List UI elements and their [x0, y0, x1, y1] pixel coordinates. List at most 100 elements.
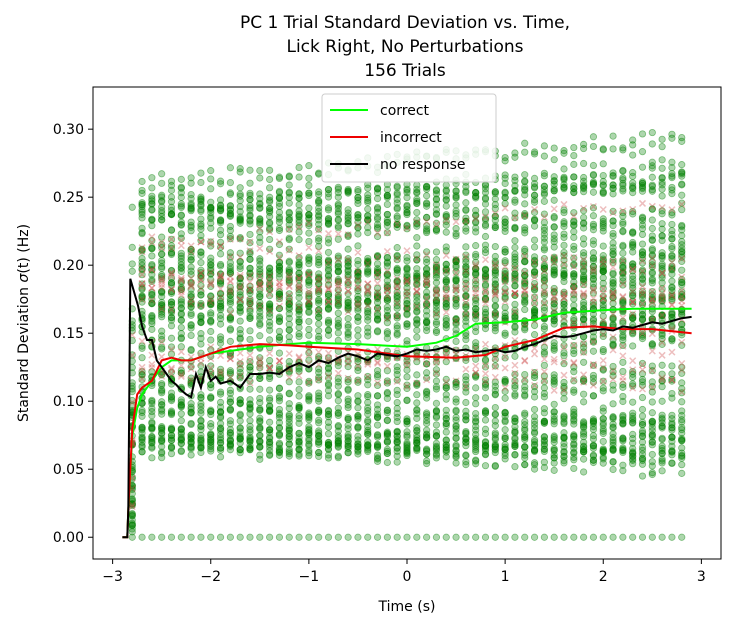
- trial-point-correct: [521, 224, 529, 232]
- trial-point-correct: [364, 381, 372, 389]
- trial-point-correct: [580, 358, 588, 366]
- trial-point-correct: [589, 423, 598, 431]
- trial-point-correct: [187, 227, 195, 235]
- trial-point-correct: [315, 432, 323, 440]
- trial-point-correct: [501, 331, 509, 339]
- trial-point-correct: [148, 317, 156, 325]
- trial-point-correct: [403, 448, 411, 457]
- trial-point-correct: [668, 230, 676, 239]
- trial-point-correct: [275, 224, 284, 232]
- trial-point-correct: [177, 335, 185, 343]
- trial-point-correct: [207, 533, 215, 541]
- trial-point-correct: [354, 326, 362, 334]
- trial-point-correct: [315, 190, 323, 199]
- trial-point-correct: [177, 175, 185, 183]
- trial-point-incorrect: [599, 356, 607, 365]
- trial-point-correct: [266, 372, 274, 381]
- trial-point-correct: [324, 239, 333, 247]
- trial-point-correct: [393, 282, 401, 290]
- trial-point-correct: [344, 386, 352, 394]
- trial-point-correct: [324, 365, 333, 373]
- trial-point-correct: [266, 204, 274, 212]
- trial-point-correct: [354, 423, 362, 431]
- trial-point-correct: [668, 370, 676, 378]
- trial-point-correct: [364, 533, 372, 541]
- trial-point-correct: [668, 377, 676, 385]
- trial-point-correct: [158, 193, 166, 201]
- trial-point-correct: [501, 394, 509, 402]
- trial-point-correct: [521, 326, 529, 334]
- trial-point-correct: [629, 260, 637, 268]
- trial-point-correct: [423, 269, 431, 278]
- trial-point-correct: [393, 199, 401, 207]
- trial-point-correct: [256, 374, 264, 383]
- trial-point-correct: [334, 183, 342, 191]
- trial-point-correct: [560, 434, 568, 442]
- trial-point-correct: [629, 314, 637, 323]
- trial-point-correct: [373, 405, 382, 414]
- trial-point-correct: [589, 451, 598, 459]
- trial-point-correct: [148, 244, 156, 252]
- trial-point-correct: [275, 384, 284, 393]
- trial-point-correct: [472, 258, 480, 266]
- trial-point-correct: [452, 413, 460, 421]
- trial-point-correct: [550, 408, 558, 416]
- trial-point-correct: [609, 229, 617, 238]
- trial-point-correct: [393, 452, 401, 460]
- trial-point-incorrect: [521, 356, 529, 364]
- trial-point-correct: [491, 309, 499, 317]
- trial-point-correct: [344, 533, 352, 541]
- trial-point-correct: [354, 313, 362, 321]
- trial-point-correct: [442, 384, 450, 392]
- trial-point-correct: [511, 272, 519, 280]
- trial-point-correct: [511, 441, 519, 449]
- trial-point-correct: [442, 320, 450, 328]
- trial-point-correct: [167, 226, 176, 234]
- trial-point-correct: [501, 354, 509, 362]
- trial-point-correct: [472, 384, 480, 392]
- trial-point-correct: [403, 185, 411, 193]
- trial-point-correct: [629, 533, 637, 541]
- trial-point-correct: [540, 393, 548, 401]
- trial-point-correct: [658, 156, 666, 164]
- trial-point-correct: [364, 376, 372, 384]
- trial-point-correct: [462, 270, 470, 278]
- trial-point-correct: [315, 170, 323, 178]
- trial-point-correct: [530, 442, 539, 450]
- trial-point-correct: [462, 533, 470, 541]
- trial-point-correct: [452, 300, 460, 308]
- trial-point-correct: [256, 315, 264, 323]
- trial-point-correct: [226, 405, 234, 413]
- trial-point-correct: [550, 315, 558, 323]
- trial-point-correct: [334, 275, 342, 284]
- trial-point-correct: [158, 454, 166, 462]
- trial-point-correct: [491, 417, 499, 425]
- trial-point-correct: [177, 417, 185, 425]
- trial-point-correct: [354, 411, 362, 420]
- trial-point-correct: [226, 205, 234, 213]
- trial-point-correct: [678, 266, 686, 274]
- trial-point-correct: [540, 169, 548, 177]
- trial-point-correct: [315, 449, 323, 457]
- trial-point-correct: [295, 201, 303, 209]
- trial-point-correct: [354, 378, 362, 386]
- trial-point-correct: [462, 205, 470, 214]
- trial-point-correct: [256, 405, 264, 413]
- trial-point-correct: [207, 336, 215, 344]
- trial-point-correct: [138, 344, 146, 352]
- trial-point-correct: [324, 257, 333, 265]
- trial-point-correct: [246, 189, 254, 197]
- trial-point-correct: [177, 424, 185, 433]
- trial-point-correct: [403, 533, 411, 541]
- trial-point-correct: [599, 258, 607, 267]
- trial-point-correct: [668, 262, 676, 270]
- title-line-2: Lick Right, No Perturbations: [286, 37, 523, 57]
- trial-point-correct: [138, 443, 146, 451]
- trial-point-correct: [530, 260, 539, 268]
- trial-point-correct: [413, 242, 421, 250]
- trial-point-correct: [452, 337, 460, 346]
- y-tick-label: 0.30: [53, 122, 84, 138]
- trial-point-correct: [207, 423, 215, 431]
- trial-point-correct: [530, 268, 539, 276]
- trial-point-correct: [638, 275, 647, 284]
